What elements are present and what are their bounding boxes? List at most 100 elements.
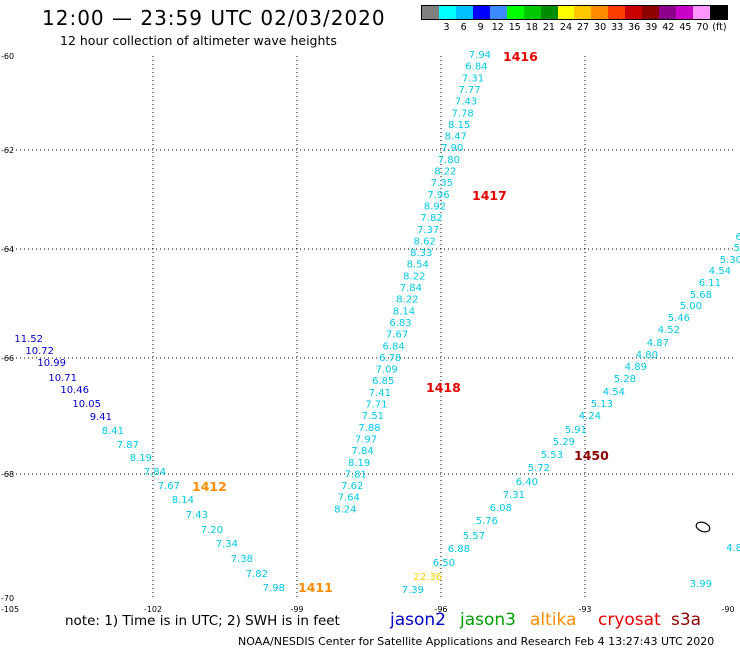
wave-height-label: 5.29 bbox=[553, 437, 575, 448]
wave-height-label: 8.92 bbox=[424, 201, 446, 212]
pass-number-label: 1417 bbox=[472, 188, 507, 203]
longitude-label: -90 bbox=[721, 605, 734, 614]
wave-height-label: 6. bbox=[735, 232, 740, 243]
color-scale-label: 15 bbox=[508, 22, 521, 33]
wave-height-label: 9.41 bbox=[90, 412, 112, 423]
wave-height-label: 7.41 bbox=[369, 388, 391, 399]
wave-height-label: 7.67 bbox=[158, 481, 180, 492]
color-scale-swatch bbox=[422, 6, 439, 19]
wave-height-label: 4.89 bbox=[625, 362, 647, 373]
color-scale-label: 39 bbox=[645, 22, 658, 33]
color-scale-label: 12 bbox=[491, 22, 504, 33]
latitude-label: -68 bbox=[1, 470, 14, 479]
latitude-label: -70 bbox=[1, 594, 14, 603]
wave-height-label: 7.20 bbox=[201, 525, 223, 536]
color-scale-swatch bbox=[506, 6, 524, 19]
legend-item-cryosat: cryosat bbox=[598, 610, 661, 630]
latitude-label: -62 bbox=[1, 146, 14, 155]
pass-number-label: 1450 bbox=[574, 448, 609, 463]
wave-height-label: 7.51 bbox=[362, 411, 384, 422]
latitude-label: -60 bbox=[1, 52, 14, 61]
latitude-label: -66 bbox=[1, 354, 14, 363]
color-scale-swatch bbox=[574, 6, 592, 19]
wave-height-label: 8.41 bbox=[102, 426, 124, 437]
wave-height-label: 22.36 bbox=[413, 572, 442, 583]
wave-height-label: 5.91 bbox=[565, 425, 587, 436]
pass-number-label: 1416 bbox=[503, 49, 538, 64]
wave-height-label: 7.97 bbox=[355, 434, 377, 445]
color-scale-swatch bbox=[625, 6, 643, 19]
color-scale-swatch bbox=[489, 6, 507, 19]
wave-height-label: 7.43 bbox=[186, 510, 208, 521]
color-scale-label: 36 bbox=[628, 22, 641, 33]
wave-height-label: 7.31 bbox=[503, 490, 525, 501]
color-scale-swatch bbox=[438, 6, 456, 19]
color-scale-labels: 3 6 9 12 15 18 21 24 27 30 33 36 39 42 45 70 (ft) bbox=[421, 22, 728, 34]
page-subtitle: 12 hour collection of altimeter wave hei… bbox=[60, 33, 337, 48]
footer-note: note: 1) Time is in UTC; 2) SWH is in fe… bbox=[65, 613, 340, 629]
color-scale-swatch bbox=[693, 6, 710, 19]
wave-height-label: 5.57 bbox=[463, 531, 485, 542]
color-scale-swatch bbox=[472, 6, 490, 19]
wave-height-label: 7.43 bbox=[455, 97, 477, 108]
wave-height-label: 7.37 bbox=[417, 225, 439, 236]
color-scale-label: 18 bbox=[525, 22, 538, 33]
wave-height-label: 6.83 bbox=[389, 318, 411, 329]
wave-height-label: 7.84 bbox=[144, 467, 166, 478]
wave-height-label: 6.84 bbox=[382, 341, 404, 352]
color-scale-swatch bbox=[523, 6, 541, 19]
wave-height-label: 8.22 bbox=[396, 295, 418, 306]
wave-height-label: 8.19 bbox=[130, 453, 152, 464]
wave-height-label: 6.85 bbox=[372, 376, 394, 387]
page-title: 12:00 — 23:59 UTC 02/03/2020 bbox=[42, 6, 386, 30]
wave-height-label: 7.88 bbox=[358, 423, 380, 434]
wave-height-label: 6.88 bbox=[448, 544, 470, 555]
color-scale-swatch bbox=[608, 6, 626, 19]
wave-height-label: 11.52 bbox=[14, 334, 43, 345]
wave-height-label: 4.54 bbox=[709, 266, 731, 277]
wave-height-label: 7.09 bbox=[376, 365, 398, 376]
wave-height-label: 7.67 bbox=[386, 330, 408, 341]
legend-item-s3a: s3a bbox=[671, 610, 702, 630]
wave-height-label: 7.78 bbox=[451, 108, 473, 119]
wave-height-label: 5.46 bbox=[668, 313, 690, 324]
wave-height-label: 7.31 bbox=[462, 73, 484, 84]
color-scale-label: 70 bbox=[696, 22, 709, 33]
wave-height-label: 10.72 bbox=[25, 346, 54, 357]
color-scale-swatch bbox=[591, 6, 609, 19]
legend-item-jason3: jason3 bbox=[460, 610, 516, 630]
color-scale-swatch bbox=[659, 6, 677, 19]
wave-height-label: 10.46 bbox=[60, 385, 89, 396]
wave-height-label: 5.13 bbox=[591, 399, 613, 410]
wave-height-label: 6.40 bbox=[516, 477, 538, 488]
wave-height-label: 6.84 bbox=[465, 62, 487, 73]
longitude-label: -102 bbox=[144, 605, 162, 614]
wave-height-label: 8.14 bbox=[393, 306, 415, 317]
wave-height-label: 4.52 bbox=[658, 325, 680, 336]
wave-height-label: 8.47 bbox=[445, 132, 467, 143]
wave-height-label: 7.98 bbox=[263, 583, 285, 594]
wave-height-label: 5.53 bbox=[541, 450, 563, 461]
map-frame bbox=[8, 56, 733, 598]
wave-height-label: 5.68 bbox=[690, 290, 712, 301]
color-scale-label: 3 bbox=[443, 22, 450, 33]
wave-height-label: 6.08 bbox=[490, 503, 512, 514]
wave-height-label: 7.34 bbox=[216, 539, 238, 550]
wave-height-label: 4.24 bbox=[579, 411, 601, 422]
wave-height-label: 5.28 bbox=[614, 374, 636, 385]
color-scale-label: (ft) bbox=[712, 22, 727, 33]
wave-height-label: 7.87 bbox=[117, 440, 139, 451]
color-scale-swatch bbox=[676, 6, 693, 19]
wave-height-label: 7.80 bbox=[438, 155, 460, 166]
wave-height-label: 8.54 bbox=[407, 260, 429, 271]
longitude-label: -99 bbox=[290, 605, 303, 614]
color-scale-label: 21 bbox=[542, 22, 555, 33]
wave-height-label: 8.22 bbox=[403, 271, 425, 282]
color-scale-label: 9 bbox=[477, 22, 484, 33]
wave-height-label: 5.30 bbox=[720, 255, 740, 266]
pass-number-label: 1418 bbox=[426, 380, 461, 395]
wave-height-label: 7.82 bbox=[246, 569, 268, 580]
color-scale-label: 24 bbox=[559, 22, 573, 33]
